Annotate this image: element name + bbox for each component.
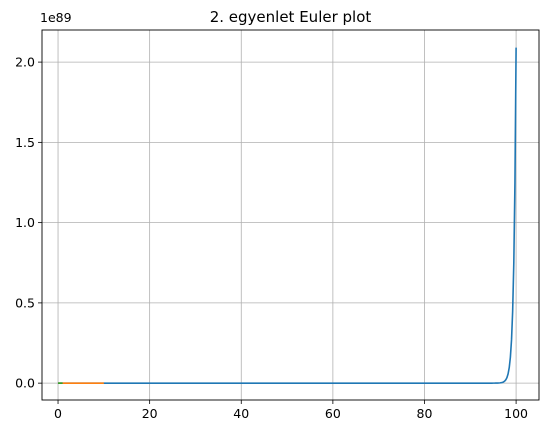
axes-frame bbox=[41, 29, 540, 401]
y-tick-label: 0.0 bbox=[15, 376, 35, 391]
x-tick-label: 0 bbox=[54, 406, 62, 421]
x-tick-label: 40 bbox=[233, 406, 249, 421]
x-tick-label: 20 bbox=[142, 406, 158, 421]
y-tick-label: 0.5 bbox=[15, 295, 35, 310]
chart-title: 2. egyenlet Euler plot bbox=[210, 8, 372, 26]
x-tick-label: 80 bbox=[417, 406, 433, 421]
y-tick-label: 2.0 bbox=[15, 55, 35, 70]
x-tick-label: 100 bbox=[504, 406, 528, 421]
tick-layer: 0 20 40 60 80 100 0.0 0.5 1.0 1.5 2.0 bbox=[15, 55, 528, 421]
y-offset-label: 1e89 bbox=[40, 10, 72, 25]
line-series-1 bbox=[58, 47, 517, 384]
series-layer bbox=[57, 47, 517, 384]
y-tick-label: 1.0 bbox=[15, 215, 35, 230]
x-tick-label: 60 bbox=[325, 406, 341, 421]
y-tick-label: 1.5 bbox=[15, 135, 35, 150]
